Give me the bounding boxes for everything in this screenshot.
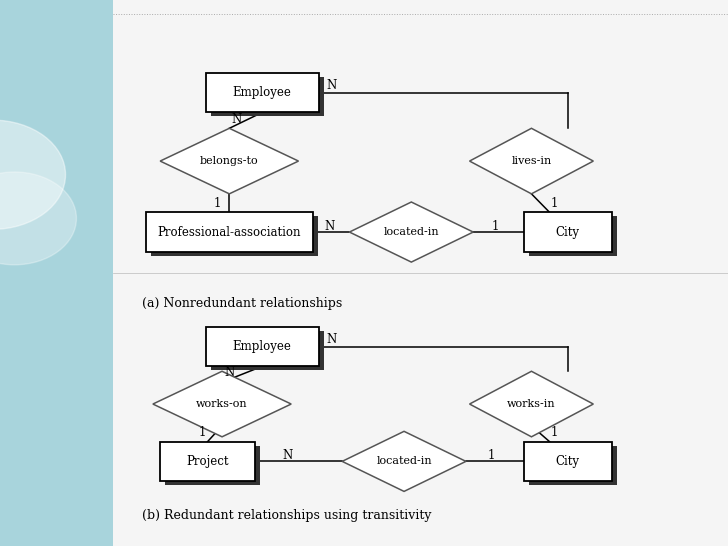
- FancyBboxPatch shape: [524, 442, 612, 481]
- Polygon shape: [470, 128, 593, 194]
- Text: N: N: [232, 112, 242, 126]
- Text: N: N: [325, 219, 335, 233]
- Text: lives-in: lives-in: [511, 156, 552, 166]
- Text: located-in: located-in: [384, 227, 439, 237]
- FancyBboxPatch shape: [205, 327, 319, 366]
- FancyBboxPatch shape: [524, 212, 612, 252]
- Text: belongs-to: belongs-to: [200, 156, 258, 166]
- Text: 1: 1: [213, 197, 221, 210]
- Text: works-in: works-in: [507, 399, 555, 409]
- Text: 1: 1: [488, 449, 495, 462]
- Text: (a) Nonredundant relationships: (a) Nonredundant relationships: [142, 296, 342, 310]
- FancyBboxPatch shape: [211, 331, 324, 370]
- Text: N: N: [326, 333, 336, 346]
- Text: City: City: [556, 455, 579, 468]
- Bar: [0, 0, 113, 546]
- Text: N: N: [224, 366, 234, 379]
- Text: Employee: Employee: [233, 340, 291, 353]
- Polygon shape: [349, 202, 473, 262]
- Text: works-on: works-on: [197, 399, 248, 409]
- Text: City: City: [556, 225, 579, 239]
- Text: 1: 1: [551, 197, 558, 210]
- FancyBboxPatch shape: [151, 216, 318, 256]
- Circle shape: [0, 172, 76, 265]
- FancyBboxPatch shape: [211, 77, 324, 116]
- Polygon shape: [342, 431, 466, 491]
- Text: 1: 1: [491, 219, 499, 233]
- FancyBboxPatch shape: [146, 212, 313, 252]
- Polygon shape: [160, 128, 298, 194]
- Circle shape: [0, 120, 66, 229]
- Text: Professional-association: Professional-association: [157, 225, 301, 239]
- Polygon shape: [470, 371, 593, 437]
- Text: 1: 1: [199, 426, 206, 439]
- Text: Project: Project: [186, 455, 229, 468]
- FancyBboxPatch shape: [160, 442, 255, 481]
- FancyBboxPatch shape: [165, 446, 260, 485]
- Text: located-in: located-in: [376, 456, 432, 466]
- Text: N: N: [282, 449, 293, 462]
- Polygon shape: [153, 371, 291, 437]
- FancyBboxPatch shape: [529, 216, 617, 256]
- Text: (b) Redundant relationships using transitivity: (b) Redundant relationships using transi…: [142, 509, 432, 523]
- Text: Employee: Employee: [233, 86, 291, 99]
- Text: N: N: [326, 79, 336, 92]
- Text: 1: 1: [551, 426, 558, 439]
- FancyBboxPatch shape: [205, 73, 319, 112]
- FancyBboxPatch shape: [529, 446, 617, 485]
